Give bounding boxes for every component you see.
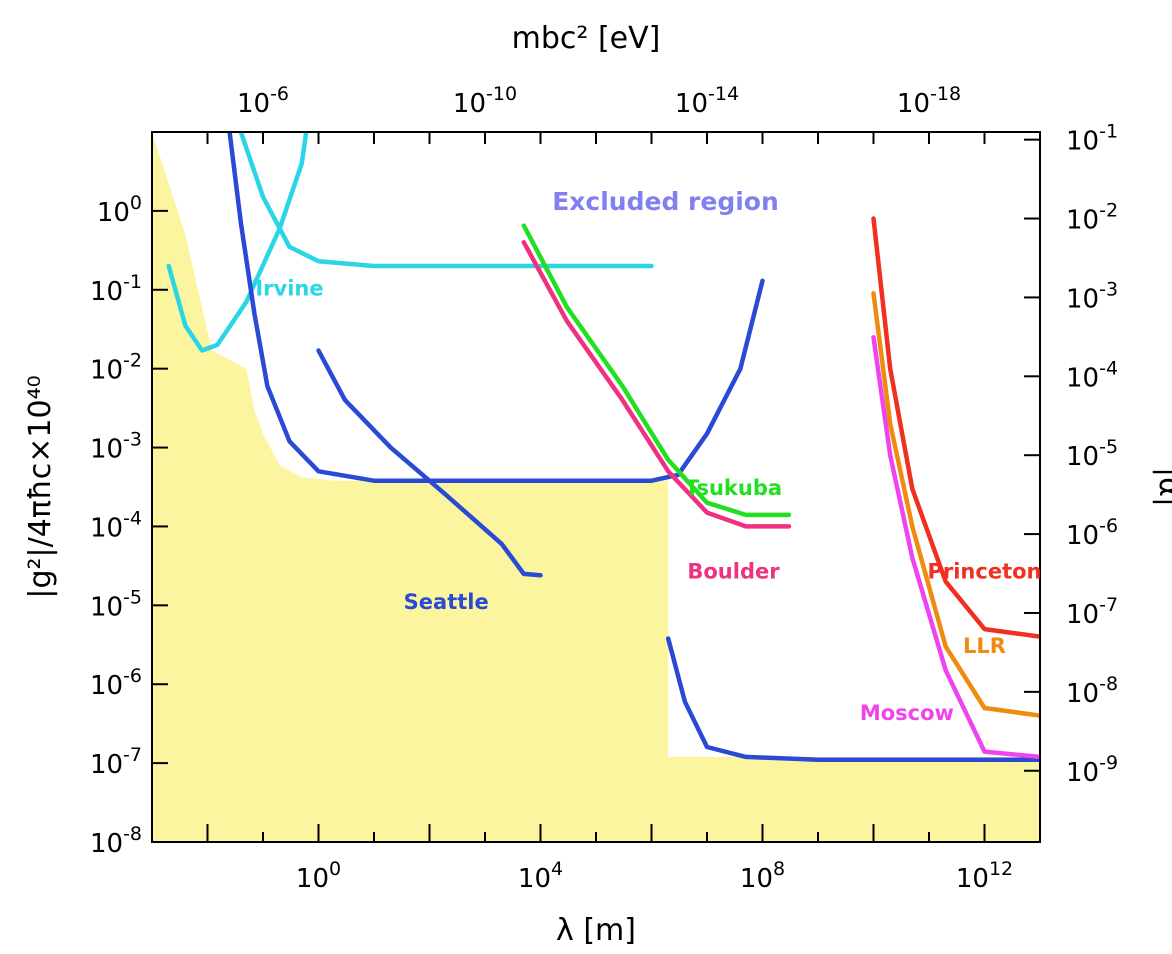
y-tick-label: 10-8 bbox=[90, 823, 142, 859]
x-tick-label: 108 bbox=[740, 858, 785, 894]
excluded-region-label: Excluded region bbox=[552, 187, 779, 216]
x-tick-label: 1012 bbox=[956, 858, 1013, 894]
x-tick-label: 104 bbox=[518, 858, 563, 894]
right-tick-label: 10-2 bbox=[1066, 200, 1118, 236]
top-tick-label: 10-18 bbox=[897, 83, 961, 119]
series-line-boulder bbox=[521, 240, 792, 529]
x-axis-title: λ [m] bbox=[556, 913, 636, 948]
series-line-moscow bbox=[871, 335, 1040, 760]
right-tick-label: 10-5 bbox=[1066, 436, 1118, 472]
series-tsukuba bbox=[521, 223, 792, 518]
series-boulder bbox=[521, 240, 792, 529]
top-axis-title: mbc² [eV] bbox=[512, 21, 661, 56]
right-tick-label: 10-3 bbox=[1066, 278, 1118, 314]
series-llr bbox=[871, 291, 1040, 718]
right-tick-label: 10-9 bbox=[1066, 752, 1118, 788]
series-label-seattle: Seattle bbox=[404, 590, 489, 614]
right-tick-label: 10-4 bbox=[1066, 357, 1118, 393]
right-tick-label: 10-7 bbox=[1066, 594, 1118, 630]
series-line-princeton bbox=[871, 216, 1040, 639]
top-tick-label: 10-14 bbox=[675, 83, 739, 119]
y-tick-label: 10-3 bbox=[90, 429, 142, 465]
series-line-seattle bbox=[316, 348, 543, 578]
series-line-tsukuba bbox=[521, 223, 792, 518]
labels: Irvine Seattle Tsukuba Boulder Princeton LLR M… bbox=[255, 187, 1041, 725]
series-line-seattle bbox=[665, 636, 1040, 763]
y-tick-label: 10-4 bbox=[90, 507, 142, 543]
series-irvine bbox=[166, 132, 654, 353]
y-tick-label: 10-5 bbox=[90, 586, 142, 622]
series-seattle bbox=[227, 132, 1040, 763]
allowed-region bbox=[152, 132, 1040, 842]
right-tick-label: 10-8 bbox=[1066, 673, 1118, 709]
y-tick-label: 10-1 bbox=[90, 271, 142, 307]
x-tick-label: 100 bbox=[296, 858, 341, 894]
series-moscow bbox=[871, 335, 1040, 760]
series-label-tsukuba: Tsukuba bbox=[685, 476, 782, 500]
y-axis-title: |g²|/4πħc×10⁴⁰ bbox=[23, 375, 58, 598]
axes: 100 104 108 1012 10-6 10-10 10-14 10-18 10-8 10-7… bbox=[23, 21, 1172, 948]
right-axis-title: |α| bbox=[1152, 467, 1172, 507]
series-line-irvine bbox=[238, 132, 654, 269]
right-tick-label: 10-1 bbox=[1066, 121, 1118, 157]
top-tick-label: 10-6 bbox=[237, 83, 289, 119]
y-tick-label: 10-6 bbox=[90, 665, 142, 701]
series-label-boulder: Boulder bbox=[687, 559, 780, 583]
series-princeton bbox=[871, 216, 1040, 639]
right-tick-label: 10-6 bbox=[1066, 515, 1118, 551]
y-tick-label: 10-2 bbox=[90, 350, 142, 386]
series-label-princeton: Princeton bbox=[927, 559, 1041, 583]
series-label-irvine: Irvine bbox=[255, 276, 323, 300]
series-label-llr: LLR bbox=[963, 634, 1006, 658]
series-line-seattle bbox=[227, 132, 765, 483]
series-label-moscow: Moscow bbox=[860, 701, 954, 725]
y-tick-label: 10-7 bbox=[90, 744, 142, 780]
series-line-irvine bbox=[166, 132, 309, 353]
series-line-llr bbox=[871, 291, 1040, 718]
plot-area bbox=[152, 132, 1040, 842]
top-tick-label: 10-10 bbox=[453, 83, 517, 119]
y-tick-label: 100 bbox=[97, 192, 142, 228]
